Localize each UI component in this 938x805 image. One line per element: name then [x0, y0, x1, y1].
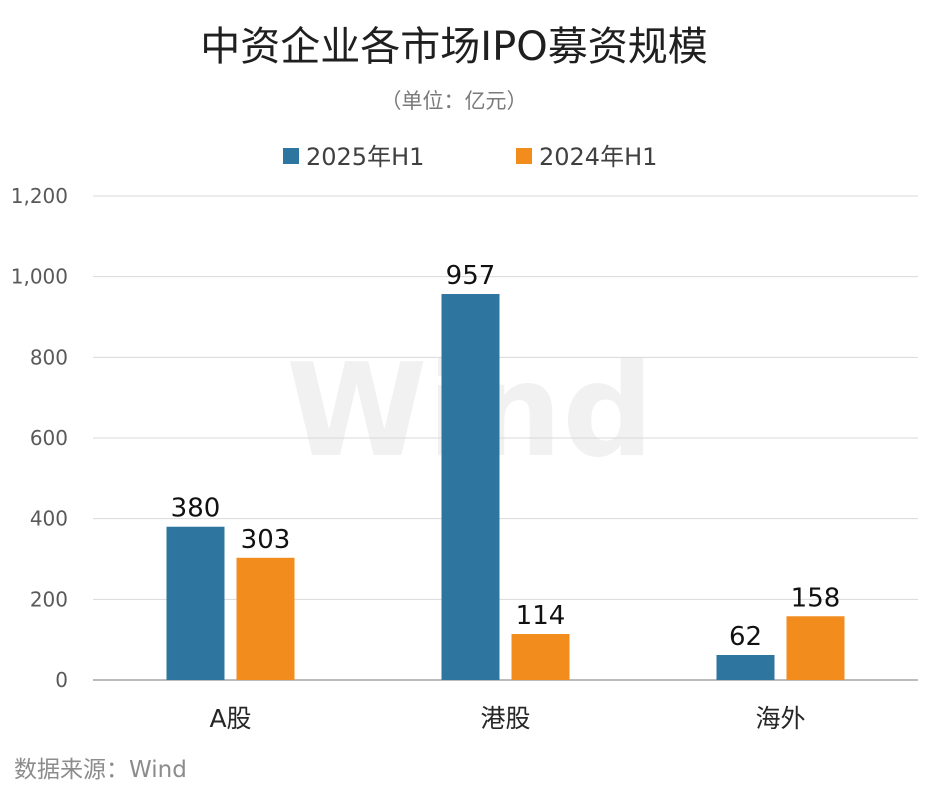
legend-swatch-2025h1: [283, 148, 299, 164]
category-label: 港股: [480, 704, 530, 733]
data-label: 158: [791, 583, 841, 613]
y-tick-label: 800: [30, 345, 68, 369]
bars: [166, 294, 845, 680]
bar-A股-2025年H1: [166, 526, 225, 680]
y-axis-ticks: 0 200 400 600 800 1,000 1,200: [11, 184, 68, 692]
chart-title: 中资企业各市场IPO募资规模: [200, 24, 707, 70]
data-label: 957: [446, 261, 496, 291]
source-note: 数据来源：Wind: [14, 757, 187, 783]
data-label: 380: [171, 494, 221, 524]
bar-港股-2024年H1: [511, 634, 570, 680]
gridlines: [93, 195, 918, 681]
data-label: 62: [729, 622, 762, 652]
data-label: 303: [241, 525, 291, 555]
y-tick-label: 1,000: [11, 265, 68, 289]
bar-港股-2025年H1: [441, 294, 500, 680]
y-tick-label: 400: [30, 507, 68, 531]
y-tick-label: 1,200: [11, 184, 68, 208]
bar-A股-2024年H1: [236, 557, 295, 680]
chart-subtitle: （单位：亿元）: [381, 89, 528, 113]
legend-label-2024h1: 2024年H1: [539, 143, 657, 171]
legend-label-2025h1: 2025年H1: [306, 143, 424, 171]
data-labels: 380 303 957 114 62 158: [171, 261, 841, 652]
data-label: 114: [516, 601, 566, 631]
legend-swatch-2024h1: [516, 148, 532, 164]
bar-海外-2024年H1: [786, 616, 845, 680]
y-tick-label: 600: [30, 426, 68, 450]
bar-海外-2025年H1: [716, 654, 775, 680]
y-tick-label: 0: [55, 668, 68, 692]
x-axis-categories: A股 港股 海外: [209, 704, 805, 733]
y-tick-label: 200: [30, 587, 68, 611]
category-label: A股: [209, 704, 251, 733]
category-label: 海外: [755, 704, 805, 733]
legend: 2025年H1 2024年H1: [283, 143, 657, 171]
